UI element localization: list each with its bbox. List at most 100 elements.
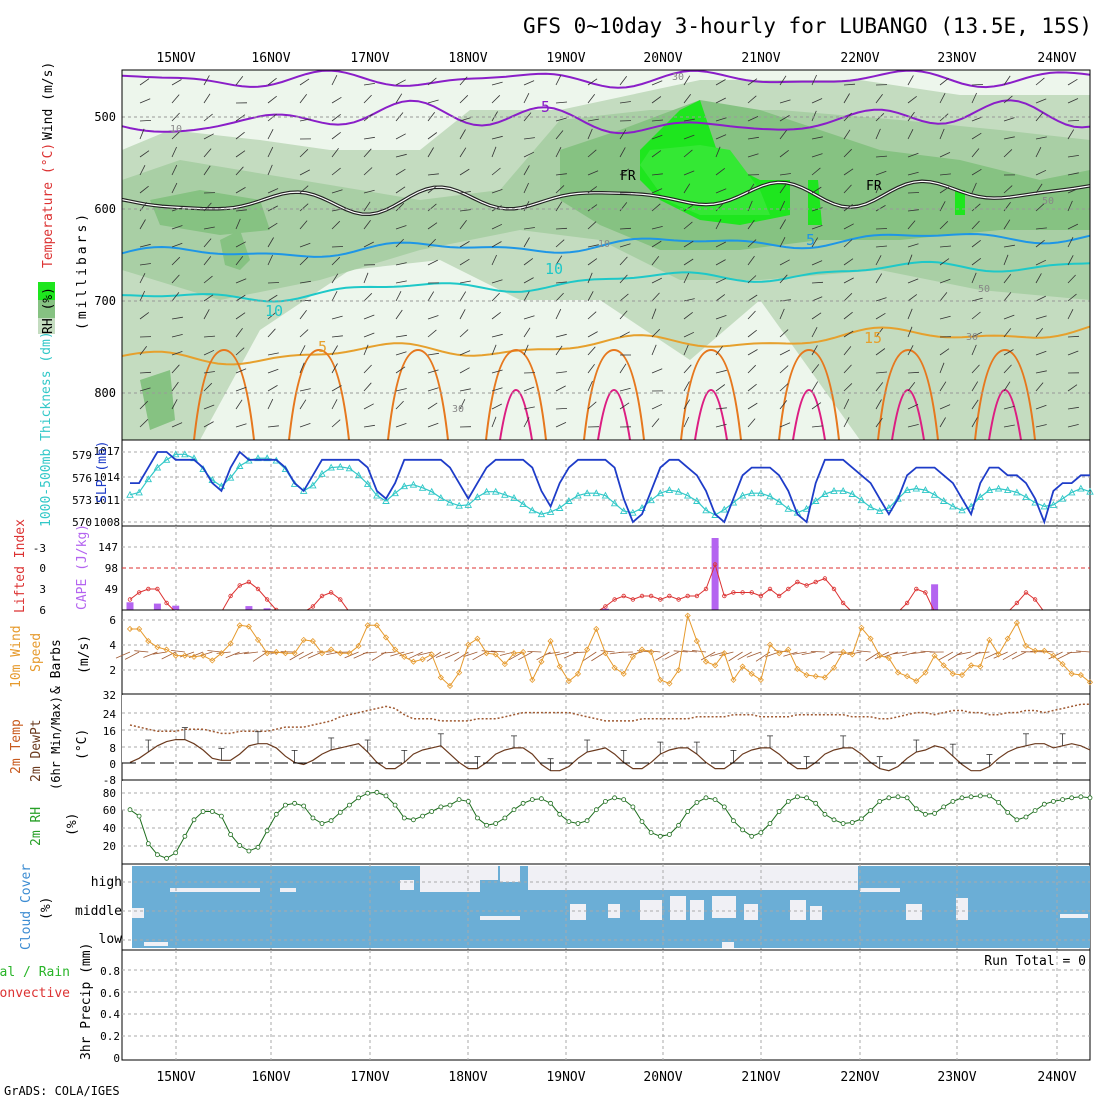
- footer-credit: GrADS: COLA/IGES: [4, 1084, 120, 1098]
- date-bottom-15NOV: 15NOV: [156, 1070, 195, 1085]
- upper-barb: [875, 399, 882, 410]
- upper-barb: [875, 348, 886, 356]
- li-point: [904, 600, 910, 606]
- upper-barb: [299, 78, 310, 86]
- upper-barb: [555, 308, 562, 320]
- thickness-point: [1013, 488, 1021, 496]
- upper-barb: [1003, 136, 1015, 140]
- upper-barb: [299, 93, 308, 104]
- rh-t-40: 40: [103, 822, 116, 835]
- upper-barb: [971, 344, 977, 356]
- thickness-point: [912, 484, 921, 492]
- upper-barb: [427, 259, 438, 266]
- rh-label-6: 30: [966, 332, 978, 343]
- upper-barb: [715, 384, 726, 392]
- upper-barb: [907, 424, 919, 428]
- upper-barb: [331, 256, 341, 266]
- upper-barb: [907, 152, 919, 158]
- upper-barb: [587, 258, 598, 266]
- wind-barb: [454, 651, 469, 662]
- wind-point: [977, 663, 984, 670]
- wind-point: [821, 674, 828, 681]
- date-top-23NOV: 23NOV: [937, 51, 976, 66]
- wind-barb: [435, 651, 451, 658]
- upper-barb: [747, 255, 755, 266]
- wind-point: [885, 654, 892, 662]
- upper-barb: [139, 243, 151, 248]
- thickness-point: [647, 496, 655, 504]
- li-point: [264, 597, 270, 602]
- contour-label-fr-2: FR: [866, 179, 882, 194]
- wind-point: [1086, 679, 1094, 686]
- lifted-index-markers: [127, 562, 1038, 613]
- cape-bar: [172, 605, 180, 610]
- wind-barb: [508, 651, 524, 661]
- upper-barb: [651, 308, 657, 320]
- cape-t-98: 98: [105, 562, 118, 575]
- date-bottom-18NOV: 18NOV: [448, 1070, 487, 1085]
- upper-barb: [1035, 370, 1047, 374]
- wind-10m-panel: 6 4 2 10m Wind Speed & Barbs (m/s): [9, 609, 1094, 695]
- upper-barb: [139, 290, 146, 302]
- wind-barb: [600, 650, 615, 653]
- cloud-gaps: [132, 866, 1088, 948]
- rh-point: [200, 809, 206, 814]
- upper-barb: [299, 169, 310, 176]
- upper-barb: [139, 419, 149, 428]
- upper-barb: [491, 189, 503, 194]
- rh-point: [136, 813, 142, 819]
- upper-barb: [459, 329, 469, 338]
- wind-point: [291, 650, 298, 657]
- upper-barb: [779, 173, 791, 176]
- rh-point: [877, 799, 883, 804]
- arch-magenta-7: [891, 388, 925, 441]
- wind-point: [364, 622, 371, 629]
- cloud-cover-panel: high middle low Cloud Cover (%): [19, 863, 1091, 951]
- slp-rt-1017: 1017: [94, 445, 121, 458]
- upper-barb: [651, 134, 663, 140]
- upper-barb: [587, 118, 599, 122]
- slp-lt-576: 576: [72, 472, 92, 485]
- temp-2m-panel: 32 24 16 8 0 -8 2m Temp 2m DewPt (6hr Mi…: [9, 689, 1091, 790]
- rh-point: [438, 804, 444, 810]
- upper-barb: [811, 381, 819, 392]
- wind-point: [830, 664, 838, 671]
- wind-barb: [1011, 651, 1027, 660]
- upper-barb: [427, 203, 437, 212]
- rh-label-1: 10: [170, 124, 182, 135]
- upper-barb: [523, 80, 535, 86]
- date-top-21NOV: 21NOV: [741, 51, 780, 66]
- upper-barb: [747, 275, 757, 284]
- upper-barb: [715, 202, 724, 212]
- upper-barb: [875, 245, 888, 248]
- upper-barb: [235, 187, 246, 194]
- upper-barb: [267, 425, 279, 428]
- upper-barb: [683, 311, 693, 320]
- upper-barb: [299, 149, 309, 158]
- wind-point: [501, 661, 508, 668]
- wind-barb: [298, 651, 314, 660]
- wind-point: [163, 646, 170, 653]
- upper-barb: [171, 164, 178, 176]
- rh-point: [941, 804, 947, 810]
- upper-barb: [491, 205, 502, 212]
- upper-barb: [267, 311, 277, 320]
- upper-barb: [139, 78, 150, 86]
- upper-barb: [683, 298, 695, 302]
- rh-point: [868, 808, 873, 813]
- upper-barb: [523, 227, 535, 230]
- wind-point: [702, 658, 710, 665]
- thickness-point: [601, 491, 610, 499]
- wind-point: [602, 650, 609, 657]
- li-point: [1014, 600, 1020, 606]
- upper-barb: [267, 164, 273, 176]
- rh2m-label: 2m RH: [29, 807, 44, 846]
- upper-barb: [491, 81, 503, 86]
- wind-point: [958, 671, 966, 679]
- upper-barb: [971, 399, 979, 410]
- upper-barb: [811, 364, 820, 374]
- upper-barb: [1003, 201, 1011, 212]
- arch-orange-7: [877, 348, 939, 441]
- rh-2m-line: [129, 791, 1091, 859]
- wind-point: [419, 656, 426, 663]
